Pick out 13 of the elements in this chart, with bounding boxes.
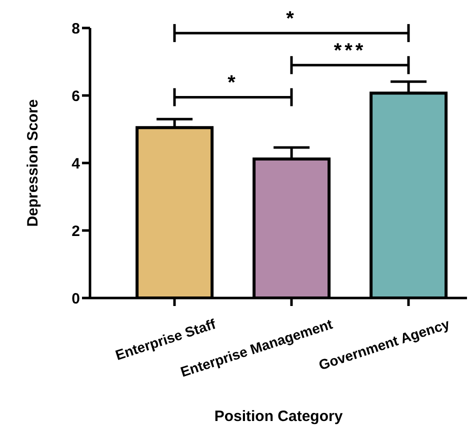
annotation: *** [334, 40, 366, 62]
annotation: * [228, 72, 238, 94]
y-tick-label: 2 [72, 222, 80, 240]
y-axis-title: Depression Score [24, 99, 42, 227]
y-tick-label: 8 [72, 20, 80, 38]
significance-bracket: * [173, 72, 293, 106]
significance-bracket: * [173, 8, 410, 42]
x-axis-title: Position Category [214, 408, 344, 425]
significance-bracket: *** [290, 40, 410, 74]
annotation: * [286, 8, 297, 30]
y-tick-label: 4 [72, 155, 81, 172]
y-tick-label: 6 [72, 88, 80, 105]
y-tick-label: 0 [72, 290, 80, 308]
